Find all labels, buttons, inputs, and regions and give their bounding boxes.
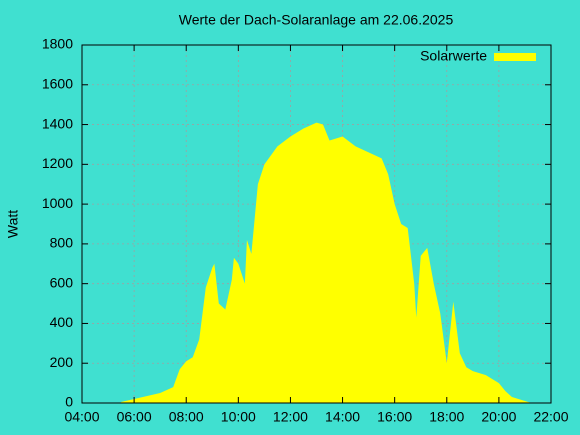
chart-title: Werte der Dach-Solaranlage am 22.06.2025 (179, 12, 454, 28)
x-tick-label: 14:00 (325, 409, 360, 425)
y-tick-label: 1000 (42, 195, 73, 211)
x-tick-label: 08:00 (169, 409, 204, 425)
y-tick-label: 1600 (42, 75, 73, 91)
legend-swatch (494, 53, 536, 61)
y-tick-label: 200 (50, 354, 74, 370)
y-tick-label: 600 (50, 274, 74, 290)
y-tick-label: 1800 (42, 36, 73, 52)
x-tick-label: 10:00 (221, 409, 256, 425)
x-tick-label: 16:00 (377, 409, 412, 425)
y-axis-label: Watt (5, 210, 21, 238)
plot-border (81, 44, 552, 404)
legend-label: Solarwerte (420, 48, 487, 64)
x-tick-label: 22:00 (533, 409, 568, 425)
y-tick-label: 800 (50, 235, 74, 251)
x-tick-label: 06:00 (117, 409, 152, 425)
x-tick-label: 12:00 (273, 409, 308, 425)
y-tick-label: 1400 (42, 115, 73, 131)
x-tick-label: 18:00 (429, 409, 464, 425)
y-tick-label: 1200 (42, 155, 73, 171)
y-tick-label: 0 (65, 394, 73, 410)
y-tick-label: 400 (50, 314, 74, 330)
area (121, 122, 532, 404)
x-tick-label: 20:00 (481, 409, 516, 425)
x-tick-label: 04:00 (64, 409, 99, 425)
